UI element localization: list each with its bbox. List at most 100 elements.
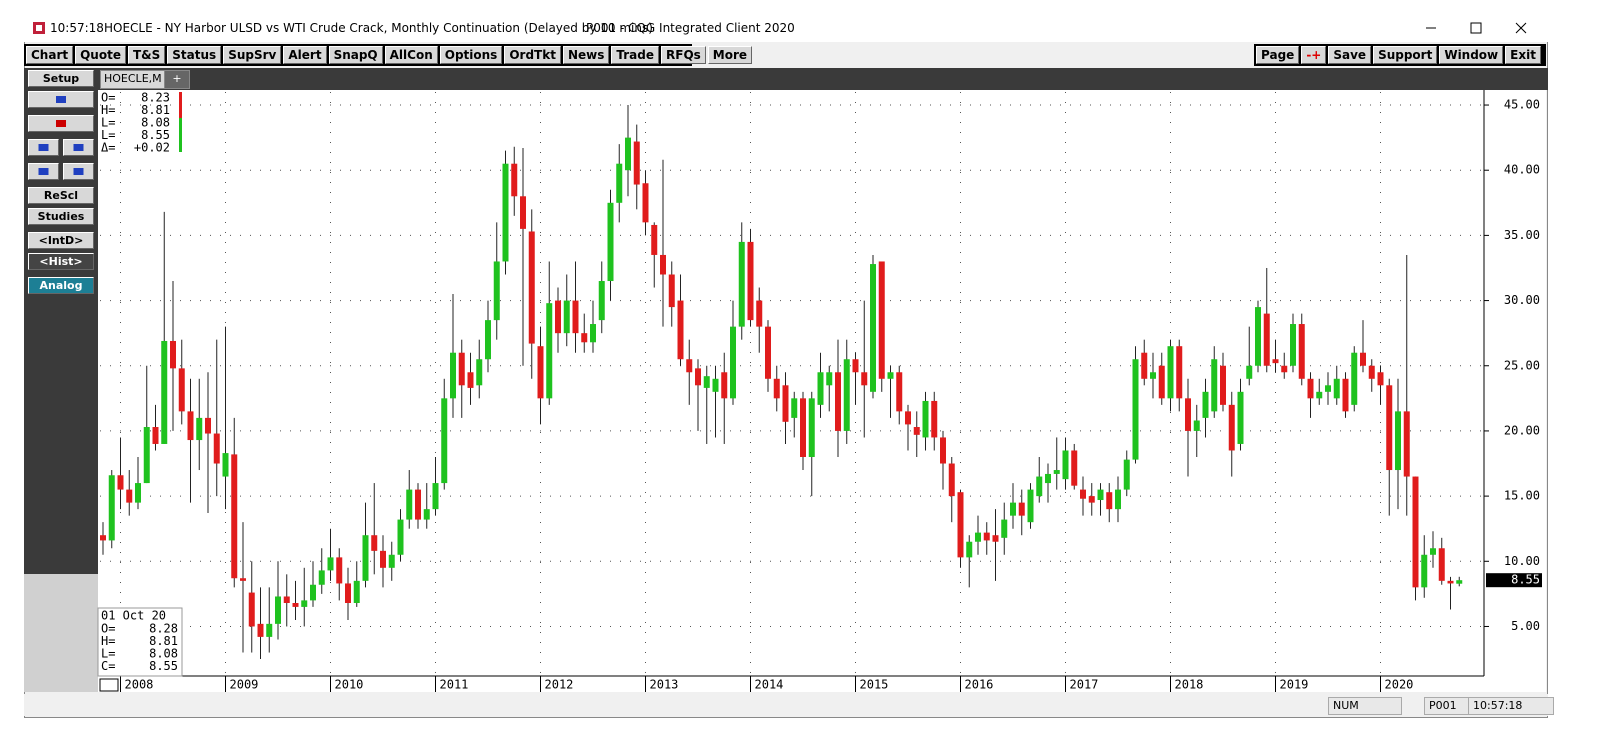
icon-button[interactable] <box>28 139 59 156</box>
info-label: L= <box>101 128 115 142</box>
candle-body <box>345 583 351 603</box>
side-button[interactable]: <IntD> <box>28 232 94 249</box>
menu-button[interactable]: Save <box>1328 46 1372 64</box>
candle-body <box>922 400 929 438</box>
side-button[interactable]: Studies <box>28 208 94 225</box>
candle-body <box>1080 489 1086 499</box>
candle-body <box>581 333 588 343</box>
side-button[interactable]: <Hist> <box>28 253 94 270</box>
candle-body <box>397 519 404 555</box>
menu-button[interactable]: Chart <box>26 46 74 64</box>
icon-button[interactable] <box>28 91 94 108</box>
menu-button[interactable]: Exit <box>1505 46 1541 64</box>
last-price-box <box>1486 573 1542 588</box>
candle-body <box>651 224 658 255</box>
info-value: 8.81 <box>149 634 178 648</box>
candle-body <box>1193 420 1200 431</box>
candle-body <box>642 183 649 223</box>
candle-body <box>1053 470 1060 474</box>
candle-body <box>826 372 833 386</box>
menu-button[interactable]: News <box>562 46 610 64</box>
client-name: P001 - CQG Integrated Client 2020 <box>586 21 795 35</box>
window-controls[interactable] <box>1414 18 1544 38</box>
menu-button[interactable]: Window <box>1439 46 1504 64</box>
candle-body <box>292 603 299 607</box>
candle-body <box>467 372 474 388</box>
scroll-box[interactable] <box>99 678 119 692</box>
candle-body <box>843 359 850 431</box>
candle-body <box>782 385 789 422</box>
candle-body <box>808 398 815 457</box>
menu-button[interactable]: OrdTkt <box>504 46 561 64</box>
candle-body <box>1220 365 1226 405</box>
candle-body <box>423 509 430 520</box>
candle-body <box>1036 476 1043 497</box>
candle-body <box>966 541 973 558</box>
menu-button[interactable]: Alert <box>283 46 327 64</box>
candle-body <box>520 196 526 229</box>
side-button[interactable]: ReScl <box>28 187 94 204</box>
candle-body <box>1316 391 1323 399</box>
y-tick-label: 45.00 <box>1504 98 1540 112</box>
add-tab[interactable]: + <box>164 70 190 89</box>
icon-button[interactable] <box>28 115 94 132</box>
x-tick-label: 2017 <box>1070 678 1099 692</box>
candle-body <box>1377 372 1384 386</box>
x-tick-label: 2009 <box>230 678 259 692</box>
info-label: L= <box>101 116 115 130</box>
y-tick-label: 30.00 <box>1504 293 1540 307</box>
candle-body <box>1202 391 1209 418</box>
menu-button[interactable]: SupSrv <box>223 46 282 64</box>
info-value: 8.08 <box>149 647 178 661</box>
candle-body <box>563 300 570 334</box>
menu-button[interactable]: AllCon <box>384 46 438 64</box>
icon-button[interactable] <box>63 163 94 180</box>
menu-button[interactable]: RFQs <box>661 46 706 64</box>
candle-body <box>143 427 150 484</box>
x-tick-label: 2011 <box>440 678 469 692</box>
candle-body <box>590 324 596 343</box>
candle-body <box>1342 378 1349 412</box>
menu-button[interactable]: Page <box>1256 46 1300 64</box>
candle-body <box>695 368 701 386</box>
last-price-label: 8.55 <box>1511 573 1540 587</box>
icon-button[interactable] <box>28 163 59 180</box>
candle-body <box>222 453 229 477</box>
chart-tab[interactable]: HOECLE,M <box>100 70 166 89</box>
side-button[interactable]: Analog <box>28 277 94 294</box>
candle-body <box>1333 378 1340 399</box>
candle-body <box>572 300 579 334</box>
candle-body <box>205 417 211 434</box>
candle-body <box>1158 365 1165 399</box>
candle-body <box>301 600 308 607</box>
info-box-bottom <box>97 607 183 677</box>
y-tick-label: 35.00 <box>1504 228 1540 242</box>
info-value: 8.55 <box>149 659 178 673</box>
side-button[interactable]: Setup <box>28 70 94 87</box>
side-panel: Setup ReScl Studies <IntD> <Hist> Analog <box>24 68 98 574</box>
x-tick-label: 2014 <box>755 678 784 692</box>
candle-body <box>1403 411 1410 477</box>
menu-button[interactable]: Quote <box>75 46 126 64</box>
candle-body <box>266 623 273 637</box>
menu-button[interactable]: T&S <box>127 46 166 64</box>
menu-button[interactable]: Support <box>1373 46 1438 64</box>
candle-body <box>800 398 806 457</box>
menu-button[interactable]: Status <box>167 46 222 64</box>
menu-button[interactable]: Trade <box>611 46 659 64</box>
menu-button[interactable]: -+ <box>1301 46 1327 64</box>
candle-body <box>327 557 334 571</box>
side-panel-lower <box>24 574 98 692</box>
menu-button[interactable]: Options <box>439 46 503 64</box>
icon <box>56 120 66 127</box>
menu-bar: Chart Quote T&S Status SupSrv Alert SnapQ AllCo… <box>24 44 753 66</box>
candle-body <box>905 411 911 425</box>
icon-button[interactable] <box>63 139 94 156</box>
candle-body <box>948 463 955 497</box>
menu-button[interactable]: More <box>707 46 753 64</box>
candle-body <box>1237 391 1244 444</box>
candle-body <box>1246 365 1253 379</box>
info-bar <box>179 118 182 152</box>
menu-button[interactable]: SnapQ <box>328 46 383 64</box>
candle-body <box>677 300 684 360</box>
